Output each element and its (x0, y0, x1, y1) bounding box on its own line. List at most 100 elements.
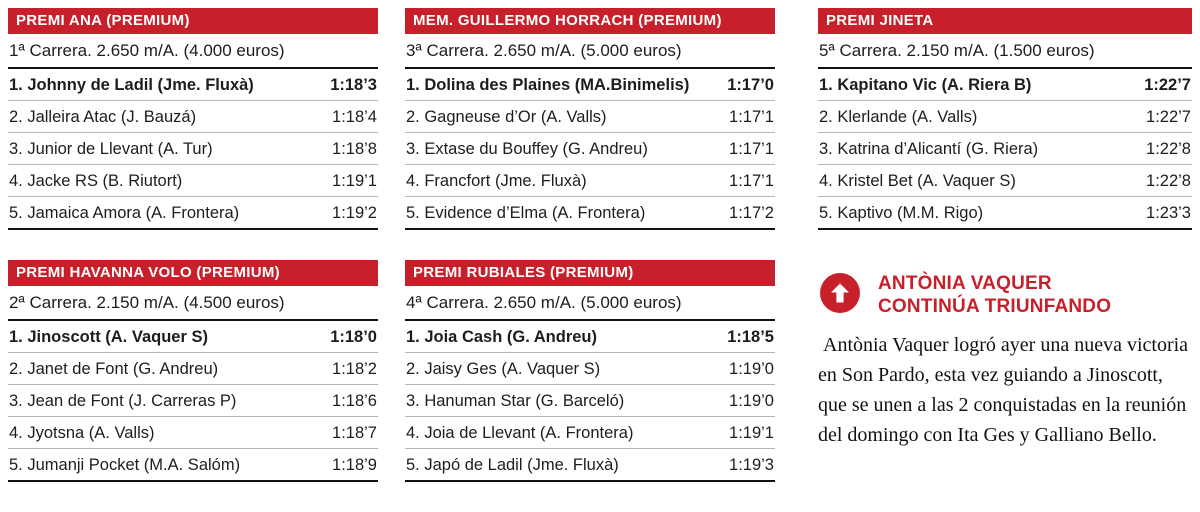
result-rows: 1. Jinoscott (A. Vaquer S) 1:18’0 2. Jan… (8, 321, 378, 482)
horse-name: 1. Dolina des Plaines (MA.Binimelis) (406, 76, 690, 94)
result-row: 4. Jacke RS (B. Riutort) 1:19’1 (8, 165, 378, 197)
finish-time: 1:18’0 (330, 328, 377, 346)
news-brief: ANTÒNIA VAQUER CONTINÚA TRIUNFANDO Antòn… (818, 271, 1192, 450)
result-row: 5. Japó de Ladil (Jme. Fluxà) 1:19’3 (405, 449, 775, 482)
news-brief-body: Antònia Vaquer logró ayer una nueva vict… (818, 334, 1194, 446)
finish-time: 1:19’1 (332, 172, 377, 190)
column-right: PREMI JINETA 5ª Carrera. 2.150 m/A. (1.5… (818, 8, 1192, 512)
result-row: 3. Katrina d’Alicantí (G. Riera) 1:22’8 (818, 133, 1192, 165)
horse-name: 3. Katrina d’Alicantí (G. Riera) (819, 140, 1039, 158)
result-row: 3. Extase du Bouffey (G. Andreu) 1:17’1 (405, 133, 775, 165)
result-row: 3. Hanuman Star (G. Barceló) 1:19’0 (405, 385, 775, 417)
finish-time: 1:18’8 (332, 140, 377, 158)
up-arrow-icon (820, 273, 860, 313)
finish-time: 1:19’1 (729, 424, 774, 442)
finish-time: 1:17’2 (729, 204, 774, 222)
horse-name: 2. Klerlande (A. Valls) (819, 108, 978, 126)
result-row: 4. Kristel Bet (A. Vaquer S) 1:22’8 (818, 165, 1192, 197)
column-left: PREMI ANA (PREMIUM) 1ª Carrera. 2.650 m/… (8, 8, 378, 512)
horse-name: 4. Jyotsna (A. Valls) (9, 424, 155, 442)
race-info: 4ª Carrera. 2.650 m/A. (5.000 euros) (405, 286, 775, 321)
race-info: 1ª Carrera. 2.650 m/A. (4.000 euros) (8, 34, 378, 69)
result-row: 5. Kaptivo (M.M. Rigo) 1:23’3 (818, 197, 1192, 230)
finish-time: 1:17’0 (727, 76, 774, 94)
finish-time: 1:18’2 (332, 360, 377, 378)
result-rows: 1. Johnny de Ladil (Jme. Fluxà) 1:18’3 2… (8, 69, 378, 230)
horse-name: 1. Johnny de Ladil (Jme. Fluxà) (9, 76, 254, 94)
horse-name: 5. Kaptivo (M.M. Rigo) (819, 204, 984, 222)
result-row: 4. Jyotsna (A. Valls) 1:18’7 (8, 417, 378, 449)
result-row: 5. Jamaica Amora (A. Frontera) 1:19’2 (8, 197, 378, 230)
race-table-premi-havanna-volo: PREMI HAVANNA VOLO (PREMIUM) 2ª Carrera.… (8, 260, 378, 482)
finish-time: 1:22’8 (1146, 172, 1191, 190)
result-row: 4. Francfort (Jme. Fluxà) 1:17’1 (405, 165, 775, 197)
news-brief-header: ANTÒNIA VAQUER CONTINÚA TRIUNFANDO (818, 271, 1192, 318)
horse-name: 5. Japó de Ladil (Jme. Fluxà) (406, 456, 619, 474)
finish-time: 1:18’9 (332, 456, 377, 474)
result-row: 1. Jinoscott (A. Vaquer S) 1:18’0 (8, 321, 378, 353)
horse-name: 4. Joia de Llevant (A. Frontera) (406, 424, 634, 442)
race-table-premi-ana: PREMI ANA (PREMIUM) 1ª Carrera. 2.650 m/… (8, 8, 378, 230)
finish-time: 1:19’0 (729, 392, 774, 410)
race-header: PREMI JINETA (818, 8, 1192, 34)
race-table-premi-jineta: PREMI JINETA 5ª Carrera. 2.150 m/A. (1.5… (818, 8, 1192, 230)
horse-name: 5. Evidence d’Elma (A. Frontera) (406, 204, 646, 222)
race-header: MEM. GUILLERMO HORRACH (PREMIUM) (405, 8, 775, 34)
finish-time: 1:19’0 (729, 360, 774, 378)
result-row: 1. Kapitano Vic (A. Riera B) 1:22’7 (818, 69, 1192, 101)
result-row: 5. Jumanji Pocket (M.A. Salóm) 1:18’9 (8, 449, 378, 482)
column-middle: MEM. GUILLERMO HORRACH (PREMIUM) 3ª Carr… (405, 8, 775, 512)
horse-name: 5. Jamaica Amora (A. Frontera) (9, 204, 240, 222)
finish-time: 1:18’3 (330, 76, 377, 94)
result-row: 5. Evidence d’Elma (A. Frontera) 1:17’2 (405, 197, 775, 230)
result-row: 1. Johnny de Ladil (Jme. Fluxà) 1:18’3 (8, 69, 378, 101)
horse-name: 2. Gagneuse d’Or (A. Valls) (406, 108, 607, 126)
horse-name: 3. Jean de Font (J. Carreras P) (9, 392, 237, 410)
horse-name: 3. Junior de Llevant (A. Tur) (9, 140, 213, 158)
horse-name: 4. Jacke RS (B. Riutort) (9, 172, 183, 190)
result-row: 2. Gagneuse d’Or (A. Valls) 1:17’1 (405, 101, 775, 133)
news-title-line-2: CONTINÚA TRIUNFANDO (878, 296, 1112, 317)
finish-time: 1:18’7 (332, 424, 377, 442)
finish-time: 1:22’8 (1146, 140, 1191, 158)
finish-time: 1:19’3 (729, 456, 774, 474)
race-header: PREMI HAVANNA VOLO (PREMIUM) (8, 260, 378, 286)
result-rows: 1. Kapitano Vic (A. Riera B) 1:22’7 2. K… (818, 69, 1192, 230)
horse-name: 3. Extase du Bouffey (G. Andreu) (406, 140, 648, 158)
result-row: 2. Jaisy Ges (A. Vaquer S) 1:19’0 (405, 353, 775, 385)
race-info: 5ª Carrera. 2.150 m/A. (1.500 euros) (818, 34, 1192, 69)
result-row: 2. Janet de Font (G. Andreu) 1:18’2 (8, 353, 378, 385)
result-row: 2. Klerlande (A. Valls) 1:22’7 (818, 101, 1192, 133)
horse-name: 3. Hanuman Star (G. Barceló) (406, 392, 625, 410)
finish-time: 1:17’1 (729, 108, 774, 126)
finish-time: 1:18’6 (332, 392, 377, 410)
race-table-premi-rubiales: PREMI RUBIALES (PREMIUM) 4ª Carrera. 2.6… (405, 260, 775, 482)
race-info: 3ª Carrera. 2.650 m/A. (5.000 euros) (405, 34, 775, 69)
result-row: 4. Joia de Llevant (A. Frontera) 1:19’1 (405, 417, 775, 449)
finish-time: 1:22’7 (1144, 76, 1191, 94)
horse-name: 1. Kapitano Vic (A. Riera B) (819, 76, 1032, 94)
finish-time: 1:19’2 (332, 204, 377, 222)
finish-time: 1:18’4 (332, 108, 377, 126)
result-row: 2. Jalleira Atac (J. Bauzá) 1:18’4 (8, 101, 378, 133)
horse-name: 4. Francfort (Jme. Fluxà) (406, 172, 587, 190)
result-row: 1. Dolina des Plaines (MA.Binimelis) 1:1… (405, 69, 775, 101)
horse-name: 4. Kristel Bet (A. Vaquer S) (819, 172, 1016, 190)
result-rows: 1. Joia Cash (G. Andreu) 1:18’5 2. Jaisy… (405, 321, 775, 482)
finish-time: 1:18’5 (727, 328, 774, 346)
result-row: 3. Junior de Llevant (A. Tur) 1:18’8 (8, 133, 378, 165)
result-rows: 1. Dolina des Plaines (MA.Binimelis) 1:1… (405, 69, 775, 230)
result-row: 3. Jean de Font (J. Carreras P) 1:18’6 (8, 385, 378, 417)
finish-time: 1:22’7 (1146, 108, 1191, 126)
race-table-mem-guillermo-horrach: MEM. GUILLERMO HORRACH (PREMIUM) 3ª Carr… (405, 8, 775, 230)
race-info: 2ª Carrera. 2.150 m/A. (4.500 euros) (8, 286, 378, 321)
horse-name: 2. Janet de Font (G. Andreu) (9, 360, 219, 378)
horse-name: 2. Jalleira Atac (J. Bauzá) (9, 108, 197, 126)
finish-time: 1:17’1 (729, 172, 774, 190)
news-title-line-1: ANTÒNIA VAQUER (878, 273, 1052, 294)
race-header: PREMI RUBIALES (PREMIUM) (405, 260, 775, 286)
news-brief-title: ANTÒNIA VAQUER CONTINÚA TRIUNFANDO (878, 271, 1111, 318)
horse-name: 1. Jinoscott (A. Vaquer S) (9, 328, 208, 346)
finish-time: 1:17’1 (729, 140, 774, 158)
